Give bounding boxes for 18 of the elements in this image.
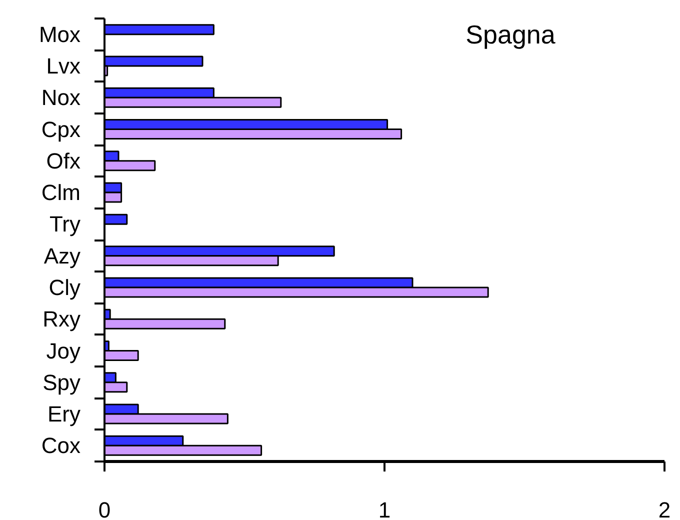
y-tick-label: Cly bbox=[48, 274, 81, 300]
y-tick-label: Try bbox=[50, 212, 81, 237]
x-tick-label: 1 bbox=[378, 498, 391, 520]
y-tick-label: Spy bbox=[42, 370, 81, 395]
y-tick-label: Lvx bbox=[46, 53, 81, 78]
y-tick-label: Cpx bbox=[41, 116, 80, 142]
y-tick-label: Ofx bbox=[46, 148, 81, 174]
y-tick-label: Nox bbox=[41, 85, 80, 110]
y-tick-label: Ery bbox=[48, 402, 80, 427]
y-tick-label: Clm bbox=[41, 180, 81, 206]
y-tick-label: Rxy bbox=[42, 306, 81, 332]
y-tick-label: Cox bbox=[41, 433, 80, 458]
x-tick-label: 2 bbox=[658, 498, 671, 520]
chart-title: Spagna bbox=[466, 19, 556, 50]
y-tick-label: Mox bbox=[38, 22, 80, 47]
x-tick-label: 0 bbox=[98, 498, 111, 520]
y-tick-label: Joy bbox=[46, 338, 81, 364]
y-tick-label: Azy bbox=[44, 243, 81, 268]
